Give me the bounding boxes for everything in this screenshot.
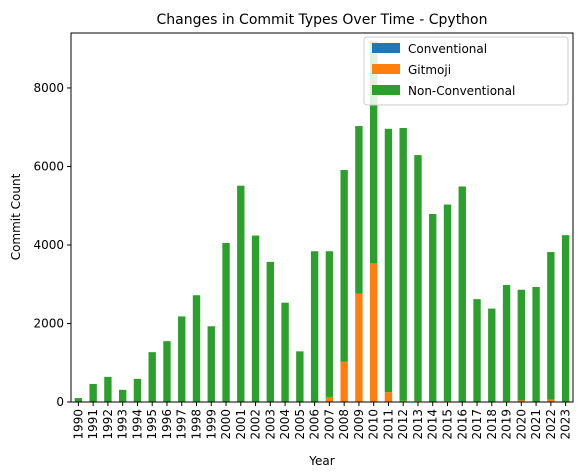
- bar-non-conventional-2018: [488, 308, 496, 402]
- bar-non-conventional-2023: [561, 235, 570, 402]
- x-tick-label-2022: 2022: [544, 409, 558, 440]
- x-tick-label-2023: 2023: [559, 409, 573, 440]
- bar-non-conventional-2019: [502, 285, 511, 402]
- bar-gitmoji-2022: [547, 399, 555, 402]
- x-tick-label-1998: 1998: [190, 409, 204, 440]
- bar-non-conventional-2002: [251, 235, 260, 402]
- y-tick-label-0: 0: [56, 395, 64, 409]
- x-tick-label-1992: 1992: [101, 409, 115, 440]
- legend-label-gitmoji: Gitmoji: [408, 63, 451, 77]
- x-tick-label-2015: 2015: [441, 409, 455, 440]
- bar-non-conventional-2004: [281, 302, 289, 402]
- x-tick-label-1990: 1990: [71, 409, 85, 440]
- x-tick-label-2020: 2020: [514, 409, 528, 440]
- y-tick-label-8000: 8000: [33, 81, 64, 95]
- bar-non-conventional-1996: [163, 341, 171, 402]
- bar-non-conventional-2020: [517, 289, 526, 401]
- bar-non-conventional-1994: [133, 378, 142, 402]
- bars-layer: [74, 40, 570, 402]
- x-tick-label-2003: 2003: [263, 409, 277, 440]
- legend-label-conventional: Conventional: [408, 42, 487, 56]
- bar-non-conventional-2022: [547, 252, 555, 400]
- bar-non-conventional-2001: [237, 185, 245, 402]
- legend-swatch-non-conventional: [372, 85, 400, 95]
- legend-label-non-conventional: Non-Conventional: [408, 84, 515, 98]
- bar-non-conventional-2003: [266, 261, 275, 402]
- bar-non-conventional-1993: [118, 389, 127, 402]
- bar-gitmoji-2010: [369, 263, 378, 402]
- bar-gitmoji-2009: [355, 293, 363, 402]
- legend-swatch-conventional: [372, 43, 400, 53]
- bar-non-conventional-2016: [458, 186, 466, 402]
- chart-title: Changes in Commit Types Over Time - Cpyt…: [157, 12, 488, 28]
- x-tick-label-2019: 2019: [500, 409, 514, 440]
- y-axis-label: Commit Count: [9, 173, 23, 260]
- x-tick-label-2017: 2017: [470, 409, 484, 440]
- bar-gitmoji-2012: [399, 400, 407, 402]
- x-axis: 1990 1991 1992 1993 1994 1995 1996 1997 1998 1999…: [71, 402, 573, 440]
- y-tick-label-4000: 4000: [33, 238, 64, 252]
- x-tick-label-2008: 2008: [337, 409, 351, 440]
- bar-non-conventional-2021: [532, 286, 540, 402]
- bar-non-conventional-2017: [473, 299, 481, 402]
- x-tick-label-1991: 1991: [86, 409, 100, 440]
- x-tick-label-2007: 2007: [322, 409, 336, 440]
- bar-non-conventional-1991: [89, 383, 97, 402]
- bar-non-conventional-2015: [443, 204, 452, 402]
- bar-non-conventional-2007: [325, 251, 334, 397]
- x-tick-label-2013: 2013: [411, 409, 425, 440]
- y-tick-label-6000: 6000: [33, 159, 64, 173]
- bar-gitmoji-2011: [384, 392, 393, 402]
- x-tick-label-2005: 2005: [293, 409, 307, 440]
- x-tick-label-2011: 2011: [381, 409, 395, 440]
- bar-gitmoji-2007: [325, 396, 334, 402]
- legend: Conventional Gitmoji Non-Conventional: [363, 36, 569, 106]
- y-tick-label-2000: 2000: [33, 316, 64, 330]
- bar-non-conventional-2005: [296, 351, 304, 402]
- x-tick-label-2010: 2010: [367, 409, 381, 440]
- x-tick-label-2012: 2012: [396, 409, 410, 440]
- x-tick-label-1997: 1997: [175, 409, 189, 440]
- bar-non-conventional-1998: [192, 295, 201, 402]
- legend-box: [363, 36, 569, 106]
- bar-non-conventional-2012: [399, 128, 407, 401]
- bar-non-conventional-1997: [178, 316, 186, 402]
- x-tick-label-2016: 2016: [455, 409, 469, 440]
- x-tick-label-1993: 1993: [116, 409, 130, 440]
- plot-frame: [70, 32, 574, 403]
- bar-non-conventional-2014: [429, 213, 437, 402]
- x-tick-label-2009: 2009: [352, 409, 366, 440]
- x-axis-label: Year: [308, 454, 334, 468]
- legend-swatch-gitmoji: [372, 64, 400, 74]
- x-tick-label-2021: 2021: [529, 409, 543, 440]
- x-tick-label-2014: 2014: [426, 409, 440, 440]
- bar-non-conventional-1999: [207, 326, 215, 402]
- x-tick-label-1994: 1994: [130, 409, 144, 440]
- x-tick-label-2018: 2018: [485, 409, 499, 440]
- y-axis: 0 2000 4000 6000 8000: [33, 81, 71, 409]
- bar-non-conventional-2006: [310, 251, 319, 402]
- x-tick-label-1996: 1996: [160, 409, 174, 440]
- bar-non-conventional-2011: [384, 128, 393, 393]
- bar-non-conventional-2009: [355, 126, 363, 294]
- x-tick-label-2002: 2002: [249, 409, 263, 440]
- bar-non-conventional-2008: [340, 170, 348, 362]
- x-tick-label-2006: 2006: [308, 409, 322, 440]
- x-tick-label-2001: 2001: [234, 409, 248, 440]
- bar-non-conventional-1992: [104, 376, 112, 402]
- x-tick-label-1999: 1999: [204, 409, 218, 440]
- bar-gitmoji-2020: [517, 400, 526, 402]
- bar-non-conventional-2010: [369, 40, 378, 264]
- bar-non-conventional-2000: [222, 243, 230, 402]
- bar-non-conventional-1995: [148, 352, 156, 402]
- bar-non-conventional-2013: [414, 155, 422, 402]
- x-tick-label-1995: 1995: [145, 409, 159, 440]
- x-tick-label-2000: 2000: [219, 409, 233, 440]
- x-tick-label-2004: 2004: [278, 409, 292, 440]
- bar-non-conventional-1990: [74, 398, 83, 402]
- bar-gitmoji-2008: [340, 361, 348, 402]
